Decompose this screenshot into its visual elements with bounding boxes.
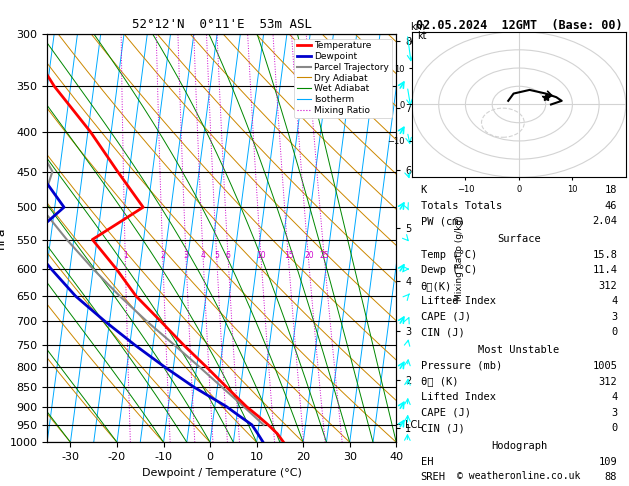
Text: θᴛ(K): θᴛ(K): [421, 281, 452, 291]
Text: 11.4: 11.4: [593, 265, 617, 275]
Text: 3: 3: [611, 408, 617, 417]
Text: CIN (J): CIN (J): [421, 328, 464, 337]
Text: CIN (J): CIN (J): [421, 423, 464, 433]
Y-axis label: hPa: hPa: [0, 227, 7, 249]
Text: K: K: [421, 185, 427, 195]
Text: 4: 4: [611, 296, 617, 306]
Text: Lifted Index: Lifted Index: [421, 392, 496, 402]
Text: 4: 4: [201, 251, 206, 260]
Text: 312: 312: [599, 281, 617, 291]
Text: 2.04: 2.04: [593, 216, 617, 226]
Text: km: km: [410, 22, 425, 32]
Text: EH: EH: [421, 457, 433, 467]
Text: 312: 312: [599, 377, 617, 386]
Text: CAPE (J): CAPE (J): [421, 312, 470, 322]
Text: 20: 20: [304, 251, 314, 260]
Text: 3: 3: [184, 251, 189, 260]
Text: Lifted Index: Lifted Index: [421, 296, 496, 306]
Text: 5: 5: [214, 251, 220, 260]
Text: kt: kt: [418, 31, 427, 41]
Text: θᴛ (K): θᴛ (K): [421, 377, 458, 386]
Text: 88: 88: [605, 472, 617, 482]
Text: 25: 25: [320, 251, 330, 260]
Text: 18: 18: [605, 185, 617, 195]
Title: 52°12'N  0°11'E  53m ASL: 52°12'N 0°11'E 53m ASL: [131, 18, 312, 32]
X-axis label: Dewpoint / Temperature (°C): Dewpoint / Temperature (°C): [142, 468, 302, 478]
Text: 109: 109: [599, 457, 617, 467]
Text: Temp (°C): Temp (°C): [421, 250, 477, 260]
Text: 02.05.2024  12GMT  (Base: 00): 02.05.2024 12GMT (Base: 00): [416, 19, 622, 33]
Text: © weatheronline.co.uk: © weatheronline.co.uk: [457, 471, 581, 481]
Text: 4: 4: [611, 392, 617, 402]
Text: 0: 0: [611, 423, 617, 433]
Text: CAPE (J): CAPE (J): [421, 408, 470, 417]
Text: 1005: 1005: [593, 361, 617, 371]
Text: 1: 1: [123, 251, 128, 260]
Text: 15.8: 15.8: [593, 250, 617, 260]
Text: Dewp (°C): Dewp (°C): [421, 265, 477, 275]
Text: 15: 15: [284, 251, 294, 260]
Text: Most Unstable: Most Unstable: [478, 346, 560, 355]
Text: Mixing Ratio (g/kg): Mixing Ratio (g/kg): [455, 216, 464, 301]
Text: 3: 3: [611, 312, 617, 322]
Text: Surface: Surface: [497, 234, 541, 244]
Text: 46: 46: [605, 201, 617, 210]
Text: Hodograph: Hodograph: [491, 441, 547, 451]
Text: Pressure (mb): Pressure (mb): [421, 361, 502, 371]
Text: 0: 0: [611, 328, 617, 337]
Text: 2: 2: [160, 251, 165, 260]
Text: SREH: SREH: [421, 472, 445, 482]
Text: Totals Totals: Totals Totals: [421, 201, 502, 210]
Text: ASL: ASL: [410, 36, 428, 46]
Text: 6: 6: [226, 251, 231, 260]
Text: PW (cm): PW (cm): [421, 216, 464, 226]
Text: 10: 10: [257, 251, 266, 260]
Legend: Temperature, Dewpoint, Parcel Trajectory, Dry Adiabat, Wet Adiabat, Isotherm, Mi: Temperature, Dewpoint, Parcel Trajectory…: [294, 38, 392, 118]
